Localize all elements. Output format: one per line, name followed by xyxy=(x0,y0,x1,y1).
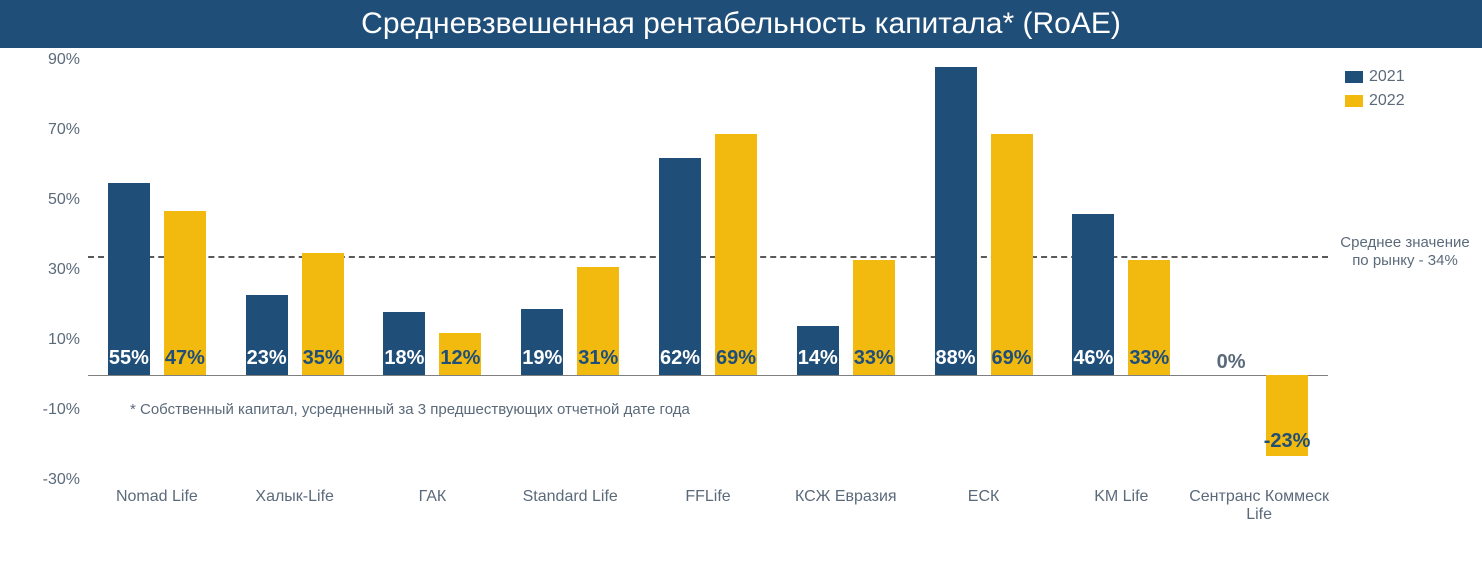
bar xyxy=(991,134,1033,376)
legend-label: 2022 xyxy=(1369,92,1405,110)
bar-value-label: 12% xyxy=(440,347,480,370)
bar-value-label: 62% xyxy=(660,347,700,370)
bar-value-label: 47% xyxy=(165,347,205,370)
x-tick-label: ЕСК xyxy=(909,488,1059,506)
plot-area: -30%-10%10%30%50%70%90%Среднее значение … xyxy=(88,60,1328,480)
bar-value-label: 31% xyxy=(578,347,618,370)
y-tick-label: 70% xyxy=(38,121,80,139)
bar-value-label: -23% xyxy=(1264,430,1311,453)
y-tick-label: 90% xyxy=(38,51,80,69)
legend-swatch xyxy=(1345,95,1363,107)
bar-value-label: 18% xyxy=(384,347,424,370)
bar-value-label: 33% xyxy=(854,347,894,370)
bar-value-label: 88% xyxy=(936,347,976,370)
market-average-label: Среднее значение по рынку - 34% xyxy=(1335,234,1475,270)
x-tick-label: Халык-Life xyxy=(220,488,370,506)
bar-value-label: 23% xyxy=(247,347,287,370)
legend-item: 2022 xyxy=(1345,92,1405,110)
bar-value-label: 19% xyxy=(522,347,562,370)
x-tick-label: Сентранс Коммеск Life xyxy=(1184,488,1334,524)
x-tick-label: KM Life xyxy=(1046,488,1196,506)
y-tick-label: 30% xyxy=(38,261,80,279)
legend: 2021 2022 xyxy=(1345,68,1405,116)
y-tick-label: -30% xyxy=(38,471,80,489)
bar xyxy=(659,158,701,375)
y-tick-label: 10% xyxy=(38,331,80,349)
legend-item: 2021 xyxy=(1345,68,1405,86)
market-average-line xyxy=(88,256,1328,258)
x-tick-label: Nomad Life xyxy=(82,488,232,506)
x-tick-label: FFLife xyxy=(633,488,783,506)
bar-value-label: 46% xyxy=(1073,347,1113,370)
y-tick-label: 50% xyxy=(38,191,80,209)
x-tick-label: ГАК xyxy=(357,488,507,506)
chart-title-bar: Средневзвешенная рентабельность капитала… xyxy=(0,0,1482,48)
bar-value-label: 0% xyxy=(1217,351,1246,374)
x-axis-line xyxy=(88,375,1328,376)
chart-title: Средневзвешенная рентабельность капитала… xyxy=(361,7,1121,40)
legend-label: 2021 xyxy=(1369,68,1405,86)
bar xyxy=(715,134,757,376)
footnote: * Собственный капитал, усредненный за 3 … xyxy=(130,401,690,418)
bar xyxy=(935,67,977,375)
bar-value-label: 33% xyxy=(1129,347,1169,370)
x-tick-label: КСЖ Евразия xyxy=(771,488,921,506)
x-tick-label: Standard Life xyxy=(495,488,645,506)
bar-value-label: 14% xyxy=(798,347,838,370)
legend-swatch xyxy=(1345,71,1363,83)
y-tick-label: -10% xyxy=(38,401,80,419)
bar-value-label: 69% xyxy=(992,347,1032,370)
chart-area: -30% -10% 10% 30% 50% 70% 90% Среднее значение … xyxy=(0,48,1482,566)
bar-value-label: 55% xyxy=(109,347,149,370)
bar-value-label: 35% xyxy=(303,347,343,370)
bar-value-label: 69% xyxy=(716,347,756,370)
